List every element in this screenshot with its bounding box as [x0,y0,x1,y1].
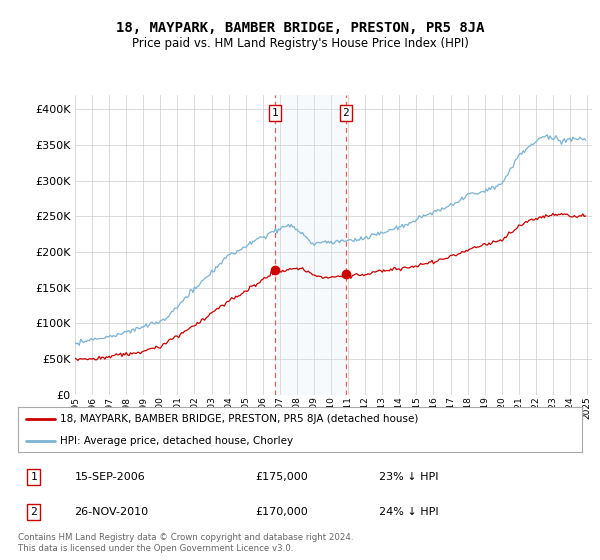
Text: 24% ↓ HPI: 24% ↓ HPI [379,507,439,517]
Text: 23% ↓ HPI: 23% ↓ HPI [379,472,439,482]
Text: Contains HM Land Registry data © Crown copyright and database right 2024.
This d: Contains HM Land Registry data © Crown c… [18,533,353,553]
Text: 2: 2 [31,507,37,517]
Text: 15-SEP-2006: 15-SEP-2006 [74,472,145,482]
Text: 2: 2 [343,108,349,118]
Text: HPI: Average price, detached house, Chorley: HPI: Average price, detached house, Chor… [60,436,293,446]
Text: 1: 1 [31,472,37,482]
Text: £170,000: £170,000 [255,507,308,517]
Text: Price paid vs. HM Land Registry's House Price Index (HPI): Price paid vs. HM Land Registry's House … [131,37,469,50]
Text: £175,000: £175,000 [255,472,308,482]
Text: 18, MAYPARK, BAMBER BRIDGE, PRESTON, PR5 8JA: 18, MAYPARK, BAMBER BRIDGE, PRESTON, PR5… [116,21,484,35]
Text: 26-NOV-2010: 26-NOV-2010 [74,507,149,517]
Text: 18, MAYPARK, BAMBER BRIDGE, PRESTON, PR5 8JA (detached house): 18, MAYPARK, BAMBER BRIDGE, PRESTON, PR5… [60,414,419,424]
Bar [275,95,346,395]
Text: 1: 1 [271,108,278,118]
